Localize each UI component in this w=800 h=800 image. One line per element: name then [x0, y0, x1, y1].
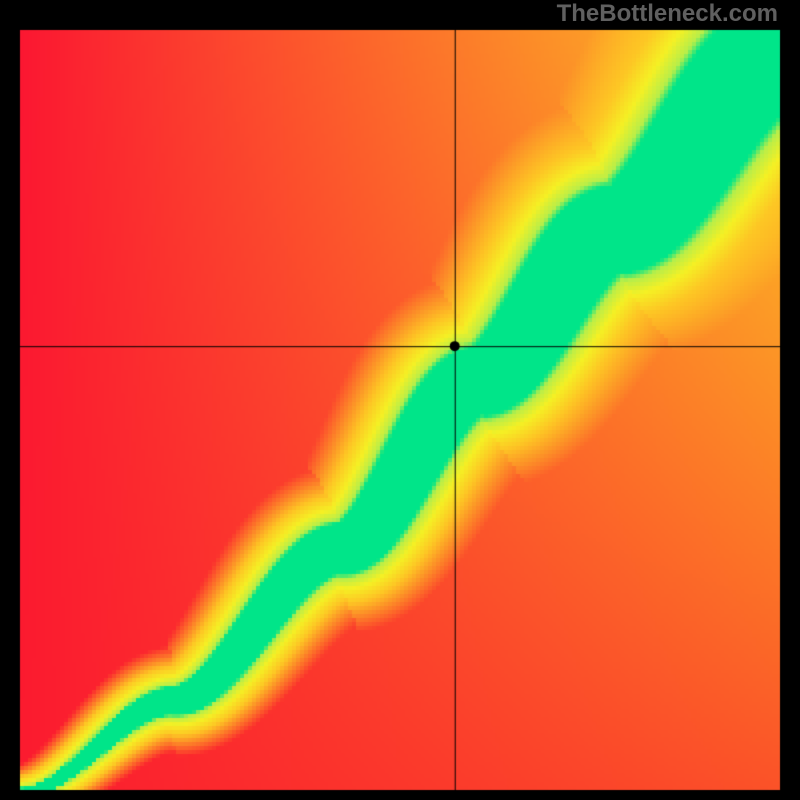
chart-container: TheBottleneck.com — [0, 0, 800, 800]
bottleneck-heatmap-canvas — [0, 0, 800, 800]
watermark-text: TheBottleneck.com — [557, 0, 778, 28]
